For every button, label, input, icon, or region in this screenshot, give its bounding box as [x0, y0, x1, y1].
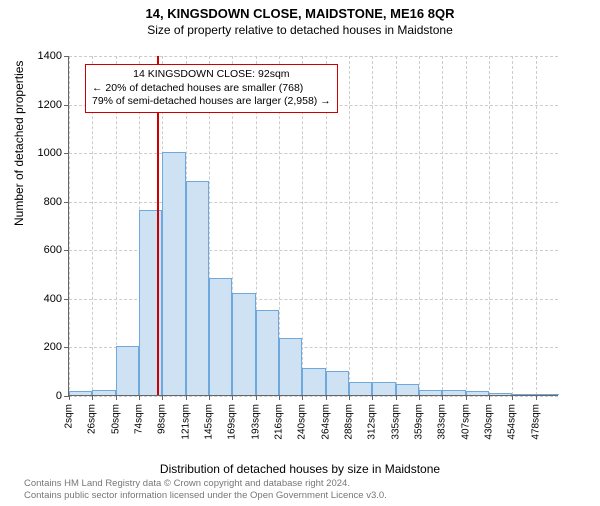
grid-line-v: [466, 56, 467, 395]
xtick-mark: [349, 395, 350, 400]
ytick-label: 800: [32, 196, 62, 208]
xtick-mark: [466, 395, 467, 400]
xtick-label: 407sqm: [460, 404, 471, 440]
xtick-label: 359sqm: [414, 404, 425, 440]
histogram-bar: [209, 278, 232, 395]
xtick-label: 288sqm: [344, 404, 355, 440]
grid-line-v: [349, 56, 350, 395]
ytick-label: 1400: [32, 50, 62, 62]
xtick-mark: [326, 395, 327, 400]
grid-line-h: [69, 202, 558, 203]
xtick-mark: [419, 395, 420, 400]
xtick-label: 121sqm: [180, 404, 191, 440]
histogram-bar: [466, 391, 489, 395]
xtick-mark: [489, 395, 490, 400]
histogram-bar: [349, 382, 372, 395]
xtick-mark: [139, 395, 140, 400]
page-subtitle: Size of property relative to detached ho…: [0, 23, 600, 37]
grid-line-v: [512, 56, 513, 395]
histogram-bar: [116, 346, 139, 395]
histogram-bar: [162, 152, 185, 395]
ytick-label: 600: [32, 244, 62, 256]
xtick-mark: [162, 395, 163, 400]
xtick-label: 312sqm: [367, 404, 378, 440]
histogram-bar: [256, 310, 279, 395]
xtick-label: 240sqm: [297, 404, 308, 440]
xtick-label: 383sqm: [437, 404, 448, 440]
xtick-label: 216sqm: [274, 404, 285, 440]
ytick-label: 200: [32, 341, 62, 353]
info-line-2: ← 20% of detached houses are smaller (76…: [92, 82, 331, 96]
grid-line-h: [69, 153, 558, 154]
xtick-mark: [186, 395, 187, 400]
histogram-bar: [302, 368, 325, 395]
xtick-mark: [69, 395, 70, 400]
xtick-mark: [92, 395, 93, 400]
info-box: 14 KINGSDOWN CLOSE: 92sqm ← 20% of detac…: [85, 64, 338, 113]
xtick-label: 26sqm: [87, 404, 98, 434]
histogram-bar: [186, 181, 209, 395]
xtick-label: 50sqm: [110, 404, 121, 434]
histogram-bar: [396, 384, 419, 395]
histogram-bar: [419, 390, 442, 395]
xtick-label: 335sqm: [390, 404, 401, 440]
histogram-bar: [232, 293, 255, 395]
grid-line-v: [396, 56, 397, 395]
grid-line-v: [536, 56, 537, 395]
xtick-label: 454sqm: [507, 404, 518, 440]
xtick-mark: [396, 395, 397, 400]
grid-line-v: [419, 56, 420, 395]
grid-line-v: [489, 56, 490, 395]
histogram-bar: [372, 382, 395, 395]
grid-line-h: [69, 396, 558, 397]
xtick-mark: [116, 395, 117, 400]
page-title: 14, KINGSDOWN CLOSE, MAIDSTONE, ME16 8QR: [0, 6, 600, 21]
xtick-mark: [512, 395, 513, 400]
footnote-1: Contains HM Land Registry data © Crown c…: [24, 478, 387, 490]
xtick-mark: [302, 395, 303, 400]
grid-line-v: [372, 56, 373, 395]
grid-line-v: [442, 56, 443, 395]
xtick-mark: [209, 395, 210, 400]
ytick-label: 1000: [32, 147, 62, 159]
grid-line-v: [69, 56, 70, 395]
histogram-bar: [512, 394, 535, 395]
ytick-label: 1200: [32, 99, 62, 111]
x-axis-label: Distribution of detached houses by size …: [0, 462, 600, 476]
ytick-label: 400: [32, 293, 62, 305]
xtick-label: 264sqm: [320, 404, 331, 440]
xtick-mark: [372, 395, 373, 400]
histogram-bar: [442, 390, 465, 395]
info-line-1: 14 KINGSDOWN CLOSE: 92sqm: [92, 68, 331, 82]
xtick-label: 169sqm: [227, 404, 238, 440]
histogram-bar: [536, 394, 559, 395]
xtick-label: 74sqm: [134, 404, 145, 434]
y-axis-label: Number of detached properties: [12, 61, 26, 226]
ytick-label: 0: [32, 390, 62, 402]
footnote: Contains HM Land Registry data © Crown c…: [24, 478, 387, 502]
xtick-label: 478sqm: [530, 404, 541, 440]
xtick-label: 2sqm: [64, 404, 75, 428]
footnote-2: Contains public sector information licen…: [24, 490, 387, 502]
xtick-label: 98sqm: [157, 404, 168, 434]
info-line-3: 79% of semi-detached houses are larger (…: [92, 95, 331, 109]
xtick-label: 145sqm: [204, 404, 215, 440]
histogram-bar: [69, 391, 92, 395]
histogram-bar: [326, 371, 349, 395]
xtick-mark: [232, 395, 233, 400]
xtick-label: 430sqm: [484, 404, 495, 440]
xtick-mark: [442, 395, 443, 400]
xtick-mark: [256, 395, 257, 400]
histogram-bar: [92, 390, 115, 395]
histogram-bar: [279, 338, 302, 395]
xtick-mark: [279, 395, 280, 400]
xtick-label: 193sqm: [250, 404, 261, 440]
xtick-mark: [536, 395, 537, 400]
histogram-bar: [489, 393, 512, 395]
grid-line-h: [69, 56, 558, 57]
chart-container: 14, KINGSDOWN CLOSE, MAIDSTONE, ME16 8QR…: [0, 6, 600, 506]
